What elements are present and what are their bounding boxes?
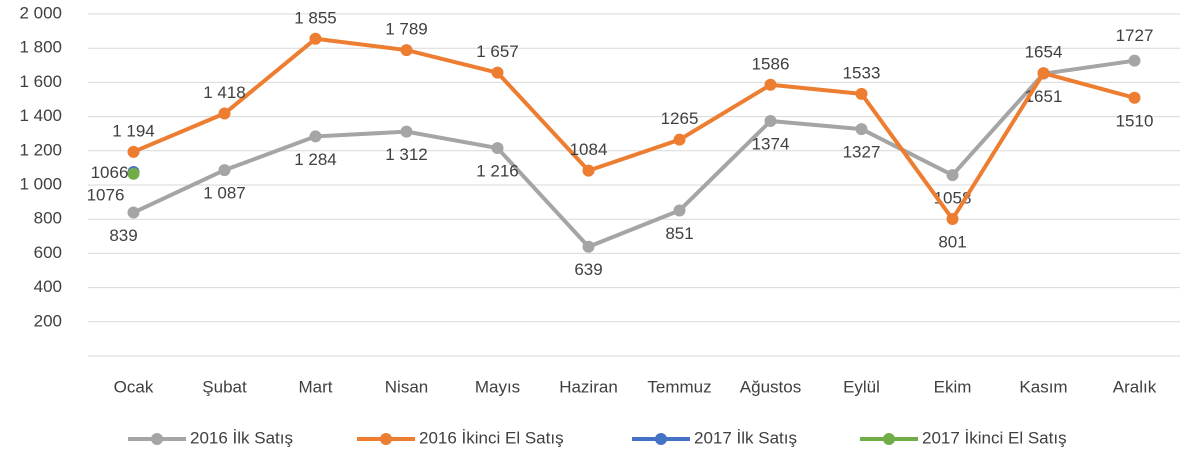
data-label: 1374 [752,135,790,154]
data-point [309,130,322,143]
data-point [764,78,777,91]
x-tick-label: Temmuz [647,377,711,396]
data-label: 1510 [1116,111,1154,130]
data-point [855,87,868,100]
data-label: 1 312 [385,145,428,164]
data-point [582,240,595,253]
data-label: 1076 [87,185,125,204]
x-tick-label: Ocak [114,377,154,396]
data-point [400,125,413,138]
data-point [491,66,504,79]
data-point [127,145,140,158]
data-point [673,133,686,146]
data-label: 1265 [661,109,699,128]
data-point [1037,67,1050,80]
data-point [218,164,231,177]
y-tick-label: 1 600 [19,72,62,91]
x-tick-label: Aralık [1113,377,1157,396]
y-tick-label: 600 [34,243,62,262]
x-tick-label: Eylül [843,377,880,396]
data-label: 1 789 [385,20,428,39]
data-label: 1 087 [203,184,246,203]
y-tick-label: 800 [34,209,62,228]
data-point [1128,54,1141,67]
legend-label: 2016 İkinci El Satış [419,428,564,447]
legend-marker [380,433,392,445]
data-label: 851 [665,224,693,243]
x-tick-label: Şubat [202,377,247,396]
data-point [1128,91,1141,104]
data-label: 1654 [1025,43,1063,62]
y-tick-label: 400 [34,277,62,296]
data-label: 1533 [843,63,881,82]
y-tick-label: 1 000 [19,174,62,193]
data-point [218,107,231,120]
data-label: 1 216 [476,162,519,181]
data-label: 1066 [91,163,129,182]
data-point [400,44,413,57]
data-label: 1586 [752,54,790,73]
data-label: 1084 [570,140,608,159]
data-label: 1 284 [294,150,337,169]
y-tick-label: 1 400 [19,106,62,125]
data-label: 839 [109,226,137,245]
x-tick-label: Haziran [559,377,618,396]
x-tick-label: Kasım [1019,377,1067,396]
data-label: 1727 [1116,26,1154,45]
data-point [855,123,868,136]
y-tick-label: 200 [34,311,62,330]
x-tick-label: Mart [299,377,333,396]
data-label: 1 657 [476,42,519,61]
data-label: 1 855 [294,8,337,27]
series-line [132,58,1135,249]
data-point [309,32,322,45]
data-point [764,115,777,128]
data-point [946,169,959,182]
data-point [673,204,686,217]
y-tick-label: 2 000 [19,3,62,22]
data-label: 639 [574,260,602,279]
data-point [491,142,504,155]
data-point [582,164,595,177]
x-tick-label: Ekim [934,377,972,396]
data-label: 1 418 [203,83,246,102]
legend-marker [151,433,163,445]
legend-marker [655,433,667,445]
data-label: 1 194 [112,121,155,140]
x-tick-label: Mayıs [475,377,520,396]
data-point [946,213,959,226]
data-point [127,206,140,219]
legend-label: 2017 İlk Satış [694,428,797,447]
data-point [127,167,140,180]
x-tick-label: Nisan [385,377,428,396]
y-tick-label: 1 200 [19,140,62,159]
data-label: 1327 [843,143,881,162]
legend-marker [883,433,895,445]
legend-label: 2017 İkinci El Satış [922,428,1067,447]
legend-label: 2016 İlk Satış [190,428,293,447]
series-line [132,36,1136,222]
y-tick-label: 1 800 [19,38,62,57]
data-label: 801 [938,233,966,252]
x-tick-label: Ağustos [740,377,801,396]
